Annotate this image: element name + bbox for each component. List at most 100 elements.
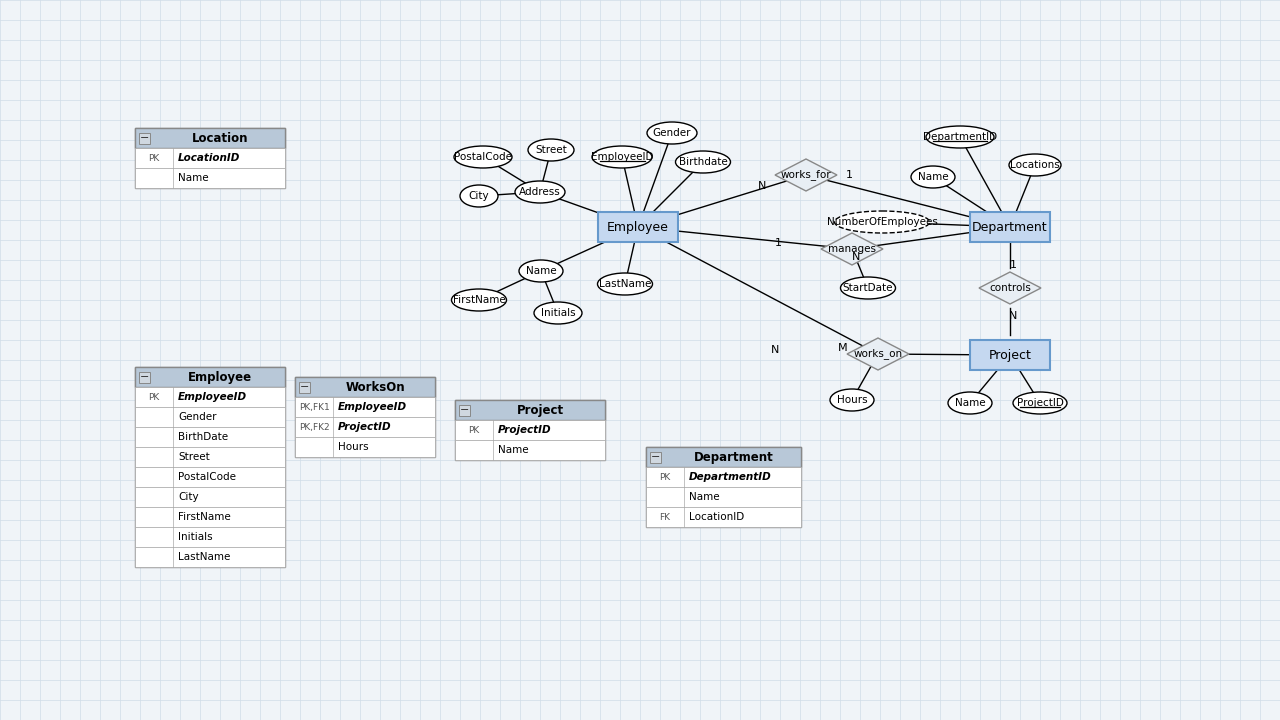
FancyBboxPatch shape: [454, 440, 605, 460]
Text: −: −: [140, 372, 150, 382]
FancyBboxPatch shape: [294, 417, 435, 437]
Ellipse shape: [591, 146, 652, 168]
Text: Project: Project: [516, 403, 563, 416]
Ellipse shape: [829, 389, 874, 411]
Text: Department: Department: [973, 220, 1048, 233]
Text: Name: Name: [689, 492, 719, 502]
Text: Street: Street: [178, 452, 210, 462]
Text: ProjectID: ProjectID: [498, 425, 552, 435]
Text: Name: Name: [526, 266, 557, 276]
Text: LocationID: LocationID: [178, 153, 241, 163]
Text: Project: Project: [988, 348, 1032, 361]
FancyBboxPatch shape: [134, 507, 285, 527]
FancyBboxPatch shape: [134, 467, 285, 487]
Ellipse shape: [948, 392, 992, 414]
FancyBboxPatch shape: [140, 372, 150, 382]
Text: N: N: [771, 345, 780, 355]
FancyBboxPatch shape: [454, 400, 605, 460]
FancyBboxPatch shape: [646, 487, 801, 507]
Text: Name: Name: [918, 172, 948, 182]
Text: PK,FK2: PK,FK2: [298, 423, 329, 431]
FancyBboxPatch shape: [646, 507, 801, 527]
FancyBboxPatch shape: [970, 212, 1050, 242]
Text: Locations: Locations: [1010, 160, 1060, 170]
Ellipse shape: [529, 139, 573, 161]
FancyBboxPatch shape: [134, 367, 285, 387]
Text: FK: FK: [659, 513, 671, 521]
Polygon shape: [979, 272, 1041, 304]
Text: StartDate: StartDate: [842, 283, 893, 293]
Text: Name: Name: [498, 445, 529, 455]
Ellipse shape: [1012, 392, 1068, 414]
Text: 1: 1: [1010, 260, 1016, 270]
FancyBboxPatch shape: [598, 212, 678, 242]
Text: DepartmentID: DepartmentID: [923, 132, 997, 142]
Text: LastName: LastName: [178, 552, 230, 562]
Text: Department: Department: [694, 451, 773, 464]
Text: −: −: [300, 382, 310, 392]
Text: City: City: [468, 191, 489, 201]
Text: Employee: Employee: [188, 371, 252, 384]
FancyBboxPatch shape: [134, 487, 285, 507]
Text: 1: 1: [846, 170, 852, 180]
Text: Address: Address: [520, 187, 561, 197]
FancyBboxPatch shape: [650, 451, 660, 462]
Text: works_for: works_for: [781, 169, 831, 181]
Text: EmployeeID: EmployeeID: [591, 152, 653, 162]
Ellipse shape: [454, 146, 512, 168]
Text: Location: Location: [192, 132, 248, 145]
Ellipse shape: [598, 273, 653, 295]
Text: Hours: Hours: [338, 442, 369, 452]
FancyBboxPatch shape: [134, 527, 285, 547]
Text: Street: Street: [535, 145, 567, 155]
Ellipse shape: [911, 166, 955, 188]
Text: PK: PK: [468, 426, 480, 434]
Text: PK: PK: [659, 472, 671, 482]
FancyBboxPatch shape: [134, 547, 285, 567]
Text: FirstName: FirstName: [453, 295, 506, 305]
Ellipse shape: [460, 185, 498, 207]
Text: EmployeeID: EmployeeID: [338, 402, 407, 412]
Text: −: −: [650, 452, 660, 462]
FancyBboxPatch shape: [134, 128, 285, 188]
Text: LocationID: LocationID: [689, 512, 744, 522]
Text: ProjectID: ProjectID: [338, 422, 392, 432]
Text: PK: PK: [148, 392, 160, 402]
FancyBboxPatch shape: [970, 340, 1050, 370]
Text: −: −: [140, 133, 150, 143]
Text: EmployeeID: EmployeeID: [178, 392, 247, 402]
Text: manages: manages: [828, 244, 876, 254]
Ellipse shape: [518, 260, 563, 282]
Text: Name: Name: [178, 173, 209, 183]
Text: Gender: Gender: [178, 412, 216, 422]
FancyBboxPatch shape: [134, 447, 285, 467]
Ellipse shape: [452, 289, 507, 311]
Text: N: N: [1009, 311, 1018, 321]
Ellipse shape: [676, 151, 731, 173]
FancyBboxPatch shape: [454, 400, 605, 420]
Text: Employee: Employee: [607, 220, 669, 233]
Text: Initials: Initials: [540, 308, 575, 318]
Text: 1: 1: [774, 238, 782, 248]
Text: Hours: Hours: [837, 395, 868, 405]
Text: PK,FK1: PK,FK1: [298, 402, 329, 412]
Text: City: City: [178, 492, 198, 502]
Polygon shape: [774, 159, 837, 191]
FancyBboxPatch shape: [454, 420, 605, 440]
FancyBboxPatch shape: [646, 447, 801, 467]
Ellipse shape: [1009, 154, 1061, 176]
Text: Initials: Initials: [178, 532, 212, 542]
Text: NumberOfEmployees: NumberOfEmployees: [827, 217, 937, 227]
Ellipse shape: [841, 277, 896, 299]
Text: WorksOn: WorksOn: [346, 380, 404, 394]
Text: N: N: [758, 181, 767, 191]
Polygon shape: [820, 233, 883, 265]
FancyBboxPatch shape: [134, 387, 285, 407]
Text: Gender: Gender: [653, 128, 691, 138]
Ellipse shape: [835, 211, 929, 233]
Text: PK: PK: [148, 153, 160, 163]
FancyBboxPatch shape: [134, 128, 285, 148]
Text: BirthDate: BirthDate: [178, 432, 228, 442]
FancyBboxPatch shape: [134, 427, 285, 447]
FancyBboxPatch shape: [134, 168, 285, 188]
